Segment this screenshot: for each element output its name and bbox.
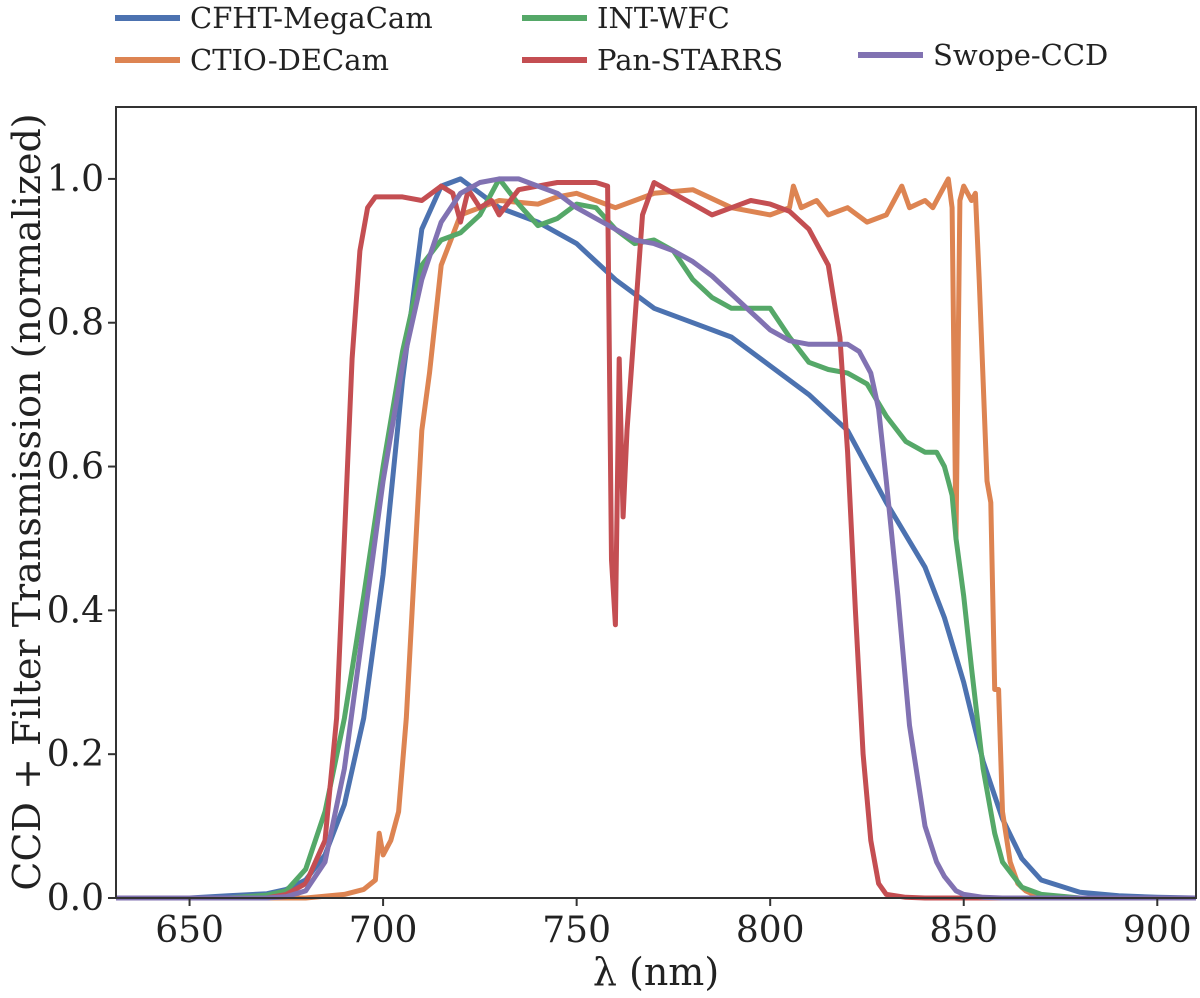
x-tick-label: 700 [349,910,418,951]
legend-label-int-wfc: INT-WFC [597,1,730,35]
y-tick-label: 0.0 [47,878,104,919]
legend: CFHT-MegaCam CTIO-DECam INT-WFC Pan-STAR… [115,1,1108,77]
series-line-ctio-decam [116,176,1196,901]
legend-label-cfht-megacam: CFHT-MegaCam [190,1,433,35]
plot-frame [115,106,1197,899]
y-tick-label: 0.4 [47,590,104,631]
x-axis: 650 700 750 800 850 900 [155,898,1192,951]
y-axis: 0.0 0.2 0.4 0.6 0.8 1.0 [47,159,116,919]
x-tick-label: 800 [736,910,805,951]
series-line-swope-ccd [116,176,1196,901]
legend-label-pan-starrs: Pan-STARRS [597,43,783,77]
y-tick-label: 0.8 [47,303,104,344]
x-tick-label: 850 [929,910,998,951]
legend-label-swope-ccd: Swope-CCD [933,38,1108,72]
series-lines [116,176,1197,901]
x-axis-label: λ (nm) [593,950,719,994]
y-tick-label: 1.0 [47,159,104,200]
x-tick-label: 900 [1123,910,1192,951]
series-line-cfht-megacam [116,176,1197,901]
series-line-int-wfc [116,176,1196,901]
series-line-pan-starrs [116,180,1196,901]
x-tick-label: 650 [155,910,224,951]
x-tick-label: 750 [542,910,611,951]
y-tick-label: 0.6 [47,447,104,488]
y-tick-label: 0.2 [47,734,104,775]
legend-label-ctio-decam: CTIO-DECam [190,43,389,77]
y-axis-label: CCD + Filter Transmission (normalized) [5,113,49,890]
